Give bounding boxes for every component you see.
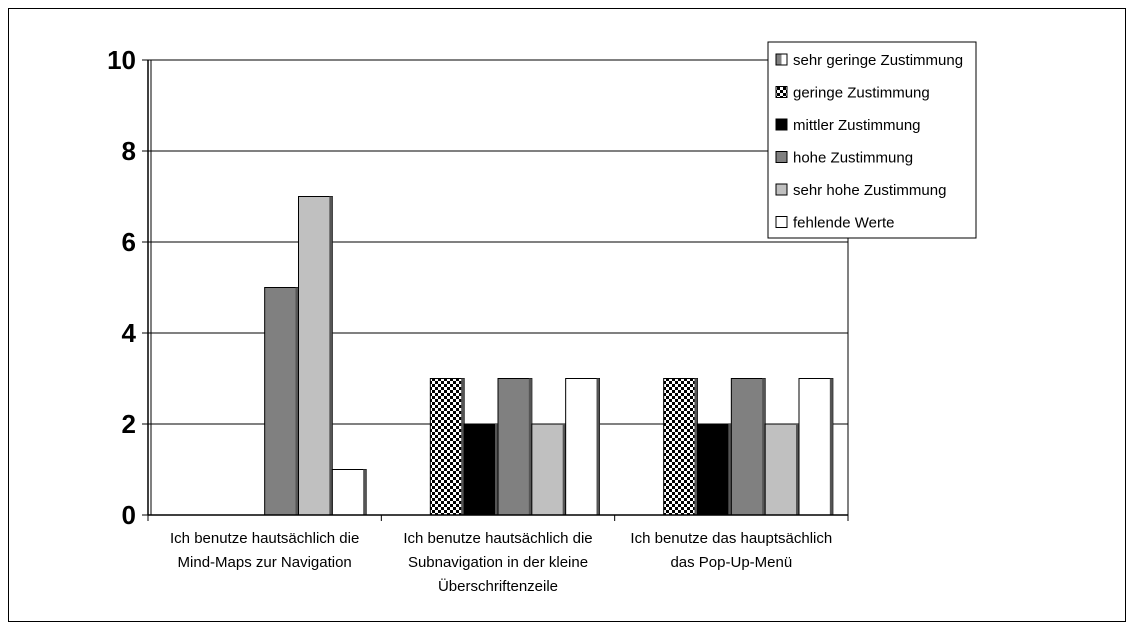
legend-swatch (775, 118, 788, 131)
category-label: Überschriftenzeile (438, 577, 558, 595)
bar-edge (363, 469, 367, 515)
category-label: das Pop-Up-Menü (670, 554, 792, 571)
bar (798, 378, 834, 516)
y-tick-label: 4 (122, 318, 137, 348)
bar (331, 469, 367, 516)
bar (264, 287, 299, 516)
bar (730, 378, 766, 516)
legend-label: hohe Zustimmung (793, 150, 913, 167)
legend-swatch (775, 183, 788, 196)
bar-edge (495, 424, 498, 515)
y-tick-label: 2 (122, 409, 136, 439)
y-tick-label: 10 (107, 45, 136, 75)
legend-label: mittler Zustimmung (793, 117, 921, 134)
legend-label: geringe Zustimmung (793, 85, 930, 102)
category-label: Mind-Maps zur Navigation (178, 554, 352, 571)
x-category-labels: Ich benutze hautsächlich die Mind-Maps zu… (170, 530, 832, 595)
y-tick-label: 6 (122, 227, 136, 257)
y-tick-label: 0 (122, 500, 136, 530)
bars (264, 196, 834, 516)
bar (531, 423, 567, 516)
legend-swatch (775, 86, 788, 98)
legend-label: sehr geringe Zustimmung (793, 52, 963, 69)
y-tick-label: 8 (122, 136, 136, 166)
bar-edge (762, 378, 766, 515)
bar-edge (528, 378, 532, 515)
gridlines (148, 59, 848, 425)
bar (764, 423, 800, 516)
bar (298, 196, 333, 516)
legend-label: sehr hohe Zustimmung (793, 182, 946, 199)
y-tick-labels: 0 2 4 6 8 10 (107, 45, 136, 530)
legend-label: fehlende Werte (793, 215, 894, 232)
category-label: Ich benutze hautsächlich die (170, 530, 359, 547)
bar-edge (796, 424, 799, 515)
legend-box (767, 41, 977, 239)
category-label: Subnavigation in der kleine (408, 554, 588, 571)
bar (663, 378, 699, 516)
bar (463, 423, 499, 516)
legend-swatch (775, 53, 788, 66)
axes (142, 59, 849, 521)
bar-edge (295, 287, 299, 515)
bar-edge (829, 378, 833, 515)
bar (497, 378, 533, 516)
bar (429, 378, 465, 516)
legend: sehr geringe Zustimmung geringe Zustimmun… (767, 41, 977, 239)
bar (565, 378, 601, 516)
legend-swatch (775, 216, 788, 228)
bar-edge (329, 196, 333, 515)
bar-edge (461, 378, 465, 515)
bar (697, 423, 732, 516)
bar-edge (728, 424, 732, 515)
bar-edge (596, 378, 600, 515)
category-label: Ich benutze hautsächlich die (403, 530, 592, 547)
bar-edge (694, 378, 698, 515)
bar-edge (562, 424, 566, 515)
category-label: Ich benutze das hauptsächlich (630, 530, 832, 547)
legend-swatch (775, 151, 788, 163)
